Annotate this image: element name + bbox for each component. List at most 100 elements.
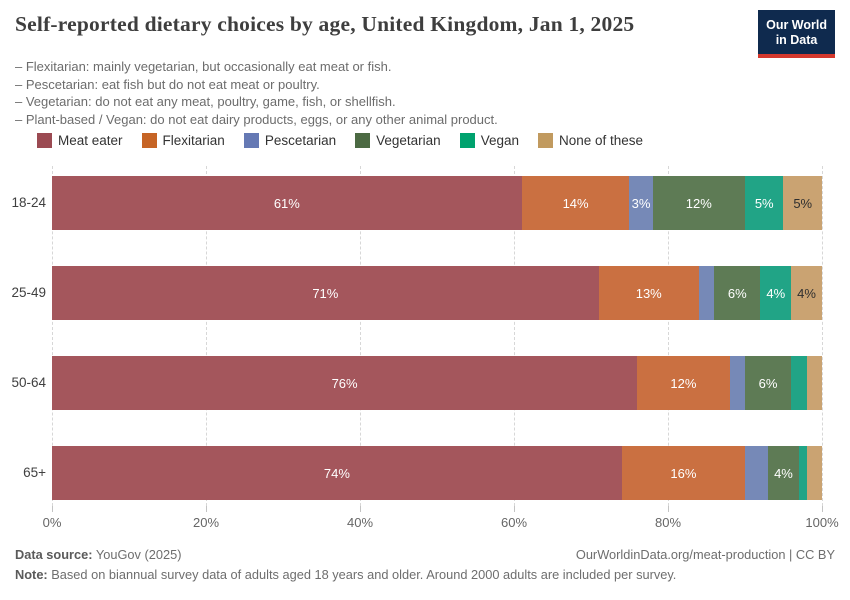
bar-segment-pescetarian[interactable] <box>744 446 769 500</box>
axis-tick-60 <box>514 506 515 512</box>
gridline-0 <box>52 166 53 506</box>
legend-item-vegetarian[interactable]: Vegetarian <box>355 133 441 148</box>
owid-logo-line1: Our World <box>766 18 827 32</box>
gridline-60 <box>514 166 515 506</box>
bar-segment-value: 6% <box>758 375 778 391</box>
bar-segment-value: 4% <box>797 285 816 301</box>
bar-segment-vegan[interactable]: 4% <box>760 266 792 320</box>
definition-pescetarian: – Pescetarian: eat fish but do not eat m… <box>15 76 320 92</box>
bar-segment-value: 5% <box>754 195 774 211</box>
legend-item-meat-eater[interactable]: Meat eater <box>37 133 123 148</box>
bar-segment-pescetarian[interactable]: 3% <box>629 176 653 230</box>
gridline-100 <box>822 166 823 506</box>
bar-segment-vegan[interactable] <box>798 446 807 500</box>
footer-note-row: Note: Based on biannual survey data of a… <box>15 565 835 585</box>
data-source: Data source: YouGov (2025) <box>15 545 181 565</box>
category-label-18-24: 18-24 <box>11 195 46 210</box>
bar-segment-none-of-these[interactable] <box>806 356 822 410</box>
bar-segment-vegetarian[interactable]: 4% <box>768 446 799 500</box>
bar-segment-value: 4% <box>766 285 786 301</box>
bar-segment-flexitarian[interactable]: 16% <box>621 446 745 500</box>
axis-tick-0 <box>52 506 53 512</box>
bar-segment-flexitarian[interactable]: 12% <box>637 356 730 410</box>
category-label-65: 65+ <box>23 465 46 480</box>
footer-source-row: Data source: YouGov (2025) OurWorldinDat… <box>15 545 835 565</box>
bar-segment-value: 3% <box>631 195 651 211</box>
legend-swatch-vegan <box>459 133 475 148</box>
legend-label: Vegetarian <box>376 133 441 148</box>
bar-segment-flexitarian[interactable]: 13% <box>598 266 699 320</box>
bar-segment-value: 5% <box>793 195 813 211</box>
bar-segment-vegetarian[interactable]: 6% <box>744 356 792 410</box>
bar-segment-meat-eater[interactable]: 74% <box>52 446 622 500</box>
gridline-40 <box>360 166 361 506</box>
definition-flexitarian: – Flexitarian: mainly vegetarian, but oc… <box>15 59 392 74</box>
gridline-20 <box>206 166 207 506</box>
bar-segment-value: 74% <box>323 465 350 481</box>
bar-row-18-24: 61% 14% 3% 12% 5% 5% <box>52 176 822 230</box>
definition-vegan: – Plant-based / Vegan: do not eat dairy … <box>15 111 498 127</box>
category-label-25-49: 25-49 <box>11 285 46 300</box>
bar-row-25-49: 71% 13% 6% 4% 4% <box>52 266 822 320</box>
plot-area: 0% 20% 40% 60% 80% 100% 18-24 61% 14% 3% 12% 5% 5% 25… <box>0 166 850 546</box>
bar-segment-pescetarian[interactable] <box>729 356 745 410</box>
x-axis-label-0: 0% <box>42 515 62 530</box>
bar-segment-meat-eater[interactable]: 76% <box>52 356 638 410</box>
legend-item-none-of-these[interactable]: None of these <box>537 133 643 148</box>
subtitle-definitions: – Flexitarian: mainly vegetarian, but oc… <box>15 58 498 128</box>
bar-segment-meat-eater[interactable]: 61% <box>52 176 522 230</box>
bar-segment-value: 76% <box>331 375 358 391</box>
bar-segment-vegetarian[interactable]: 6% <box>714 266 761 320</box>
bar-segment-none-of-these[interactable]: 5% <box>783 176 822 230</box>
bar-segment-value: 61% <box>273 195 300 211</box>
x-axis-label-80: 80% <box>654 515 682 530</box>
bar-segment-none-of-these[interactable]: 4% <box>791 266 822 320</box>
x-axis-label-40: 40% <box>346 515 374 530</box>
page-title: Self-reported dietary choices by age, Un… <box>15 12 635 36</box>
bar-segment-pescetarian[interactable] <box>698 266 715 320</box>
legend-label: Pescetarian <box>264 133 337 148</box>
bar-segment-meat-eater[interactable]: 71% <box>52 266 599 320</box>
bar-segment-value: 12% <box>670 375 697 391</box>
bar-segment-vegan[interactable] <box>791 356 807 410</box>
legend-label: Meat eater <box>58 133 123 148</box>
bar-segment-value: 6% <box>727 285 747 301</box>
legend-swatch-meat-eater <box>37 133 52 148</box>
legend-item-vegan[interactable]: Vegan <box>459 133 519 148</box>
legend-swatch-none-of-these <box>537 133 553 148</box>
bar-segment-value: 13% <box>635 285 662 301</box>
legend-label: Vegan <box>480 133 519 148</box>
bar-segment-vegan[interactable]: 5% <box>744 176 784 230</box>
x-axis-label-20: 20% <box>192 515 220 530</box>
bar-segment-vegetarian[interactable]: 12% <box>652 176 745 230</box>
data-source-text: YouGov (2025) <box>92 547 182 562</box>
x-axis-label-60: 60% <box>500 515 528 530</box>
legend-item-pescetarian[interactable]: Pescetarian <box>243 133 337 148</box>
bar-segment-value: 16% <box>670 465 697 481</box>
owid-cc-link[interactable]: OurWorldinData.org/meat-production | CC … <box>575 547 835 562</box>
x-axis-label-100: 100% <box>805 515 839 530</box>
bar-segment-value: 4% <box>774 465 793 481</box>
owid-logo-line2: in Data <box>775 32 818 47</box>
note-label: Note: <box>15 567 48 582</box>
data-source-label: Data source: <box>15 547 93 562</box>
bar-segment-value: 14% <box>562 195 589 211</box>
axis-tick-20 <box>206 506 207 512</box>
axis-tick-100 <box>822 506 823 512</box>
axis-tick-40 <box>360 506 361 512</box>
bar-segment-none-of-these[interactable] <box>806 446 822 500</box>
bar-row-65: 74% 16% 4% <box>52 446 822 500</box>
gridline-80 <box>668 166 669 506</box>
legend-swatch-vegetarian <box>355 133 371 148</box>
bar-row-50-64: 76% 12% 6% <box>52 356 822 410</box>
bar-segment-flexitarian[interactable]: 14% <box>521 176 630 230</box>
legend-swatch-flexitarian <box>141 133 157 148</box>
owid-logo[interactable]: Our World in Data <box>758 10 835 58</box>
bar-segment-value: 12% <box>685 195 712 211</box>
definition-vegetarian: – Vegetarian: do not eat any meat, poult… <box>15 94 396 109</box>
chart-legend: Meat eater Flexitarian Pescetarian Vegetari… <box>37 133 643 148</box>
legend-item-flexitarian[interactable]: Flexitarian <box>141 133 225 148</box>
chart-footer: Data source: YouGov (2025) OurWorldinDat… <box>15 545 835 585</box>
legend-label: Flexitarian <box>162 133 225 148</box>
